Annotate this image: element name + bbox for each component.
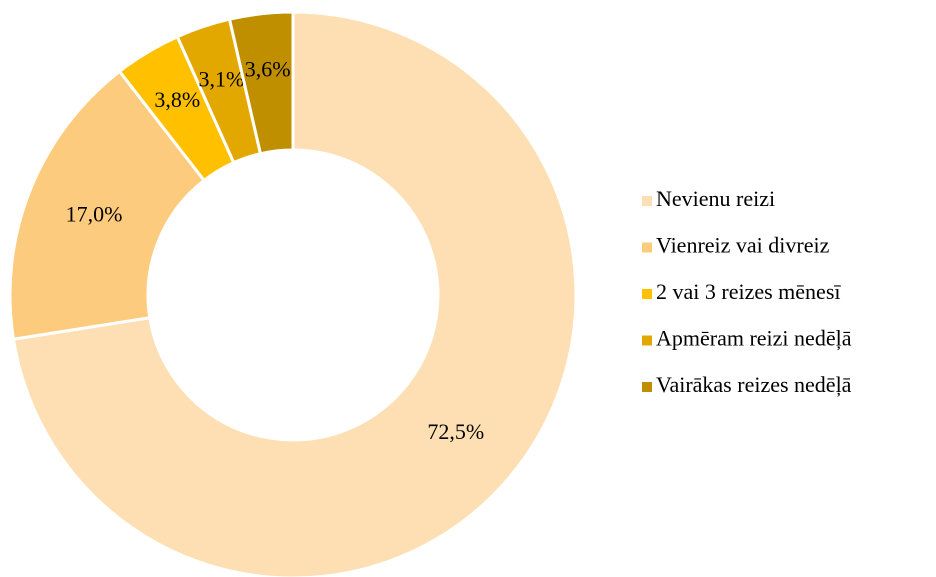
legend-swatch [642, 196, 652, 206]
data-label: 3,1% [199, 67, 245, 92]
legend-swatch [642, 382, 652, 392]
legend-label: Vairākas reizes nedēļā [656, 372, 852, 397]
donut-slice [8, 69, 207, 341]
donut-slice [11, 10, 578, 577]
data-label: 17,0% [66, 201, 123, 226]
legend-label: Nevienu reizi [656, 186, 775, 211]
legend-swatch [642, 289, 652, 299]
legend-swatch [642, 335, 652, 346]
data-label: 72,5% [427, 419, 484, 444]
legend-label: Vienreiz vai divreiz [656, 233, 830, 258]
legend-label: Apmēram reizi nedēļā [656, 326, 852, 351]
data-label: 3,6% [245, 56, 291, 81]
data-label: 3,8% [154, 87, 200, 112]
legend-label: 2 vai 3 reizes mēnesī [656, 279, 841, 304]
legend-swatch [642, 242, 652, 253]
donut-slice [227, 10, 295, 156]
